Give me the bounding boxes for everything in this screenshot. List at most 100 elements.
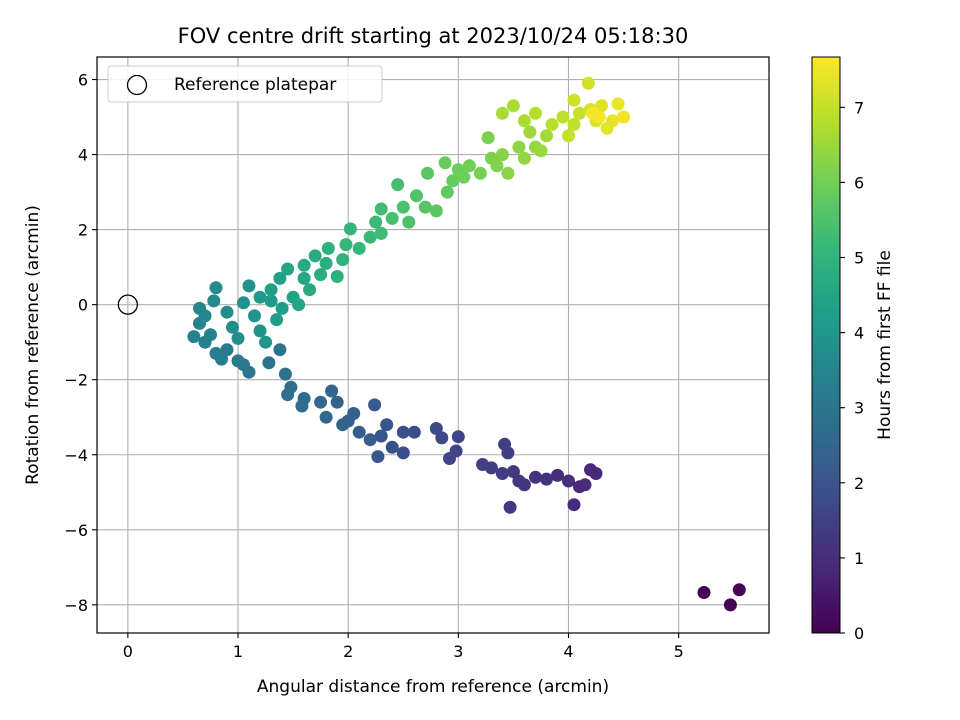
x-axis-ticks: 0 1 2 3 4 5 [123, 633, 684, 661]
data-point [723, 598, 737, 612]
data-point [330, 270, 344, 283]
colorbar-label: Hours from first FF file [875, 250, 895, 440]
legend: Reference platepar [107, 65, 383, 103]
y-axis-label: Rotation from reference (arcmin) [23, 205, 43, 485]
data-point [567, 93, 581, 107]
data-point [237, 296, 250, 310]
data-point [578, 478, 592, 492]
data-point [501, 166, 515, 180]
data-point [595, 99, 609, 113]
data-point [308, 249, 322, 263]
data-point [204, 328, 217, 342]
y-tick-label: 0 [78, 296, 88, 315]
data-point [517, 151, 531, 165]
data-point [407, 425, 421, 439]
data-point [314, 268, 328, 282]
data-point [270, 313, 284, 327]
data-point [462, 159, 476, 173]
data-point [321, 241, 335, 255]
data-point [374, 202, 388, 216]
reference-marker-group [117, 294, 138, 315]
data-point [473, 166, 487, 180]
data-point [457, 170, 471, 184]
colorbar-ticks: 0 1 2 3 4 5 6 7 [840, 98, 864, 643]
data-point [495, 467, 509, 480]
x-tick-label: 2 [343, 642, 353, 661]
data-point [581, 76, 595, 90]
y-tick-label: 4 [78, 146, 88, 165]
data-point [273, 271, 287, 285]
data-point [545, 118, 559, 131]
data-point [446, 174, 460, 188]
data-point [490, 159, 504, 173]
data-point [248, 309, 261, 323]
data-point [330, 395, 344, 409]
data-point [347, 407, 361, 420]
data-point [253, 324, 267, 338]
data-point [529, 470, 542, 484]
data-point [281, 388, 295, 402]
data-point [573, 106, 586, 120]
data-point [396, 200, 410, 214]
data-point [567, 118, 581, 131]
plot-frame [96, 56, 770, 634]
data-point [567, 498, 581, 512]
data-point [319, 410, 333, 424]
data-point [209, 346, 223, 360]
data-point [617, 110, 631, 124]
data-point [262, 356, 276, 370]
legend-label: Reference platepar [174, 75, 336, 95]
y-axis-ticks: −8 −6 −4 −2 0 2 4 6 [64, 71, 97, 615]
data-point [481, 131, 495, 145]
data-point [611, 97, 625, 111]
data-point [551, 468, 564, 482]
data-point [529, 106, 542, 120]
y-tick-label: 6 [78, 71, 88, 90]
data-point [264, 294, 278, 308]
colorbar-tick-label: 3 [854, 399, 864, 418]
data-point [207, 294, 221, 308]
x-axis-label: Angular distance from reference (arcmin) [257, 677, 609, 697]
y-tick-label: 2 [78, 221, 88, 240]
colorbar-tick-label: 1 [854, 549, 864, 568]
data-point [512, 474, 526, 488]
data-point [506, 99, 520, 113]
data-point [380, 418, 394, 432]
data-point [440, 185, 454, 199]
data-points [187, 76, 746, 612]
data-point [371, 450, 385, 464]
data-point [253, 290, 267, 304]
colorbar-tick-label: 0 [854, 624, 864, 643]
colorbar-tick-label: 5 [854, 249, 864, 268]
data-point [540, 129, 553, 143]
data-point [476, 458, 490, 471]
colorbar-tick-label: 7 [854, 98, 864, 117]
data-point [368, 398, 382, 412]
colorbar-tick-label: 6 [854, 173, 864, 192]
data-point [314, 395, 328, 409]
data-point [264, 283, 278, 297]
data-point [506, 465, 520, 479]
data-point [495, 148, 509, 162]
data-point [606, 114, 620, 128]
x-tick-label: 1 [233, 642, 243, 661]
data-point [352, 425, 366, 439]
data-point [343, 222, 357, 236]
data-point [540, 472, 553, 486]
data-point [435, 431, 449, 445]
data-point [503, 500, 517, 514]
data-point [451, 430, 465, 444]
data-point [226, 320, 239, 334]
y-tick-label: −4 [64, 446, 88, 465]
data-point [295, 399, 309, 413]
data-point [187, 330, 201, 344]
data-point [697, 586, 711, 599]
data-point [534, 144, 548, 158]
data-point [396, 425, 410, 439]
colorbar [811, 56, 841, 634]
data-point [562, 474, 575, 488]
data-point [556, 110, 570, 124]
data-point [495, 106, 509, 120]
